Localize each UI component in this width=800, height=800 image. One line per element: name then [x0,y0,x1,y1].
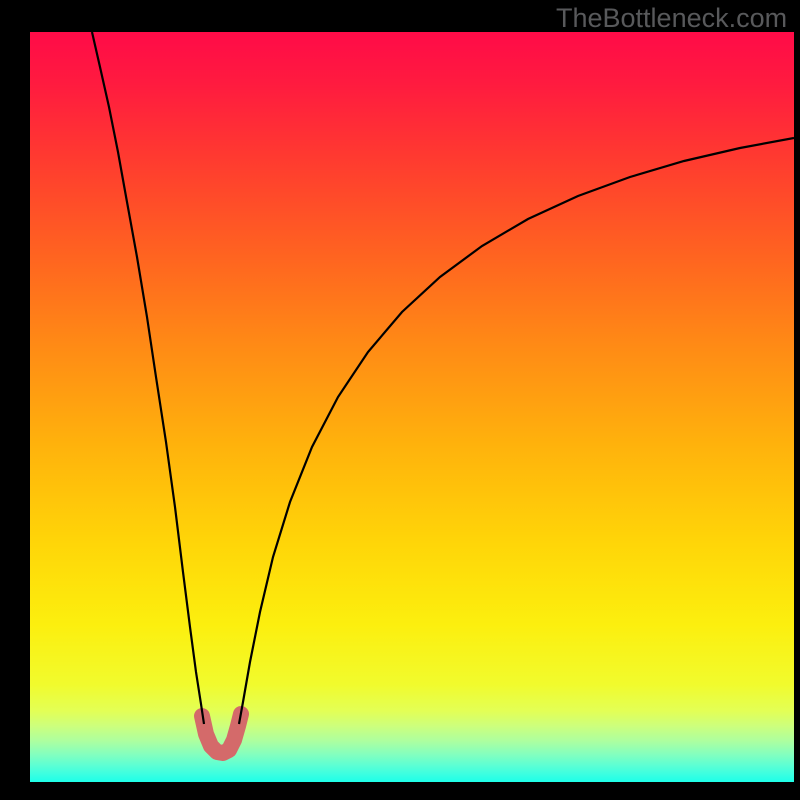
curve-layer [30,32,794,782]
left-curve [92,32,204,724]
right-curve [239,138,794,724]
trough-highlight [202,714,241,753]
watermark-text: TheBottleneck.com [556,3,787,34]
plot-area [30,32,794,782]
